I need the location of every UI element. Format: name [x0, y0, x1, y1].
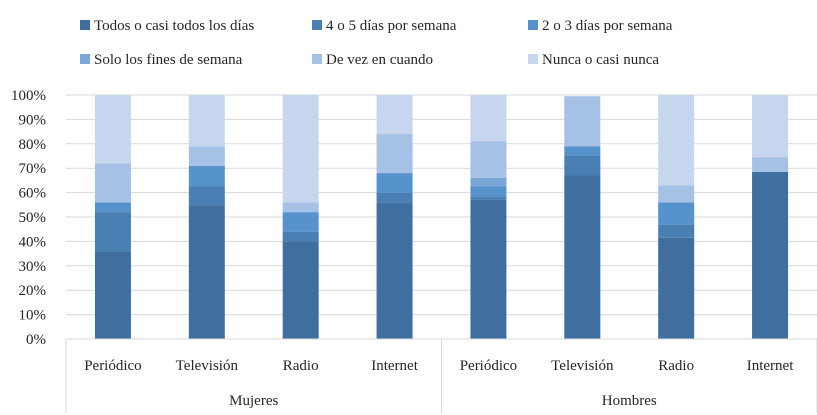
- y-tick-label: 100%: [11, 88, 46, 104]
- x-category-label: Periódico: [84, 358, 142, 374]
- y-tick-label: 10%: [19, 308, 47, 324]
- legend-swatch: [528, 54, 538, 64]
- bar-segment: [94, 251, 131, 339]
- bar-segment: [752, 171, 789, 339]
- bar-segment: [188, 165, 225, 187]
- bar-segment: [282, 241, 319, 339]
- bar-segment: [376, 192, 413, 203]
- x-category-label: Periódico: [460, 358, 518, 374]
- y-tick-label: 80%: [19, 137, 47, 153]
- bar-segment: [564, 175, 601, 339]
- bar-segment: [564, 96, 601, 147]
- bars: [94, 95, 789, 339]
- legend-label: Solo los fines de semana: [94, 52, 243, 68]
- legend-swatch: [312, 20, 322, 30]
- x-axis: Periódico Televisión Radio Internet Periódic…: [65, 338, 817, 413]
- legend-label: De vez en cuando: [326, 52, 433, 68]
- gridlines: [66, 94, 817, 340]
- bar-segment: [282, 202, 319, 213]
- bar-segment: [658, 224, 695, 238]
- bar-segment: [564, 146, 601, 156]
- y-tick-label: 30%: [19, 259, 47, 275]
- y-tick-label: 0%: [26, 332, 46, 348]
- bar-segment: [282, 231, 319, 242]
- legend-item: Nunca o casi nunca: [528, 52, 659, 68]
- y-axis: 0% 10% 20% 30% 40% 50% 60% 70% 80% 90% 100%: [11, 88, 46, 348]
- bar-segment: [752, 157, 789, 172]
- bar-segment: [376, 202, 413, 339]
- bar-segment: [94, 95, 131, 164]
- x-group-label: Hombres: [602, 393, 657, 409]
- legend-swatch: [312, 54, 322, 64]
- y-tick-label: 40%: [19, 234, 47, 250]
- legend-swatch: [528, 20, 538, 30]
- bar-segment: [94, 212, 131, 252]
- legend-label: 2 o 3 días por semana: [542, 18, 673, 34]
- x-category-label: Radio: [283, 358, 319, 374]
- bar-segment: [470, 196, 507, 200]
- bar-segment: [470, 199, 507, 339]
- bar-segment: [470, 95, 507, 142]
- bar-segment: [94, 202, 131, 213]
- x-category-label: Internet: [371, 358, 418, 374]
- y-tick-label: 70%: [19, 161, 47, 177]
- legend-item: Todos o casi todos los días: [80, 18, 254, 34]
- y-tick-label: 60%: [19, 186, 47, 202]
- bar-segment: [94, 163, 131, 203]
- bar-segment: [376, 134, 413, 174]
- legend-swatch: [80, 54, 90, 64]
- x-group-label: Mujeres: [229, 393, 278, 409]
- legend-item: 2 o 3 días por semana: [528, 18, 673, 34]
- legend-label: 4 o 5 días por semana: [326, 18, 457, 34]
- bar-segment: [282, 212, 319, 232]
- bar-segment: [376, 173, 413, 193]
- y-tick-label: 90%: [19, 112, 47, 128]
- y-tick-label: 20%: [19, 283, 47, 299]
- bar-segment: [188, 146, 225, 166]
- legend-label: Todos o casi todos los días: [94, 18, 254, 34]
- legend-item: 4 o 5 días por semana: [312, 18, 457, 34]
- bar-segment: [658, 185, 695, 203]
- x-category-label: Internet: [747, 358, 794, 374]
- bar-segment: [658, 95, 695, 186]
- legend: Todos o casi todos los días 4 o 5 días po…: [80, 18, 673, 68]
- legend-label: Nunca o casi nunca: [542, 52, 659, 68]
- x-category-label: Radio: [658, 358, 694, 374]
- bar-segment: [658, 202, 695, 225]
- x-category-label: Televisión: [176, 358, 239, 374]
- bar-segment: [282, 95, 319, 203]
- bar-segment: [470, 177, 507, 187]
- bar-segment: [376, 95, 413, 135]
- bar-segment: [188, 186, 225, 207]
- bar-segment: [188, 206, 225, 339]
- bar-segment: [470, 141, 507, 178]
- y-tick-label: 50%: [19, 210, 47, 226]
- legend-item: Solo los fines de semana: [80, 52, 243, 68]
- legend-item: De vez en cuando: [312, 52, 433, 68]
- legend-swatch: [80, 20, 90, 30]
- bar-segment: [564, 156, 601, 176]
- bar-segment: [658, 237, 695, 339]
- bar-segment: [470, 186, 507, 197]
- bar-segment: [752, 95, 789, 158]
- x-category-label: Televisión: [551, 358, 614, 374]
- bar-segment: [188, 95, 225, 147]
